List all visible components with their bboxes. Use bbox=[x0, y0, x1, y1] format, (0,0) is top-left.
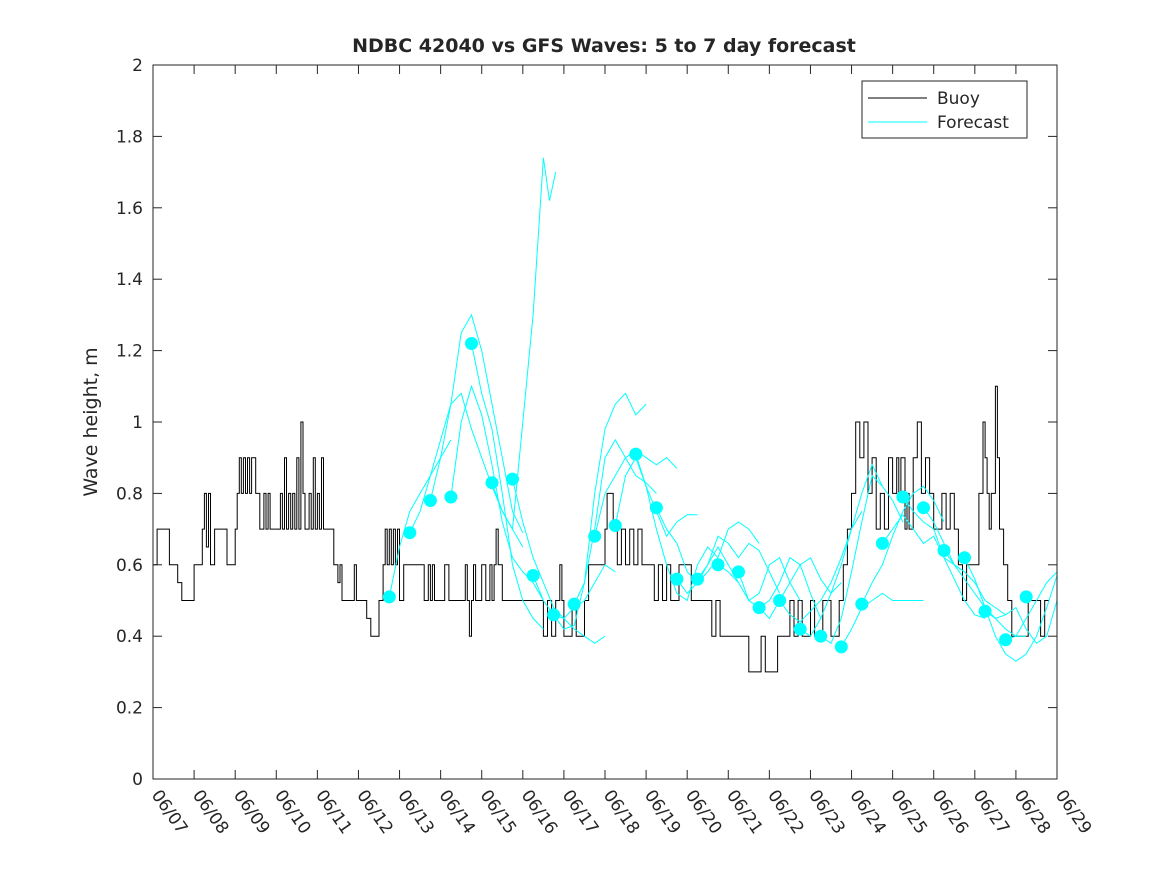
forecast-marker-26 bbox=[896, 490, 910, 504]
forecast-marker-15 bbox=[670, 572, 684, 586]
forecast-series-line-22 bbox=[820, 474, 904, 645]
forecast-marker-18 bbox=[732, 565, 745, 579]
forecast-marker-24 bbox=[855, 597, 869, 611]
forecast-marker-9 bbox=[547, 608, 561, 622]
forecast-series-line-26 bbox=[902, 496, 986, 619]
forecast-marker-23 bbox=[834, 640, 848, 654]
forecast-marker-20 bbox=[773, 594, 787, 607]
forecast-marker-10 bbox=[567, 597, 581, 611]
legend-forecast-label: Forecast bbox=[937, 113, 1009, 133]
forecast-marker-17 bbox=[711, 558, 725, 572]
plot-area: 00.20.40.60.811.21.41.61.8206/0706/0806/… bbox=[116, 56, 1095, 838]
forecast-series-line-18 bbox=[738, 556, 822, 619]
forecast-series-line-13 bbox=[635, 453, 719, 602]
forecast-marker-28 bbox=[937, 544, 951, 557]
forecast-marker-14 bbox=[649, 501, 663, 515]
y-tick-label: 0.2 bbox=[116, 699, 143, 719]
forecast-marker-22 bbox=[814, 629, 828, 643]
y-tick-label: 0.6 bbox=[116, 556, 143, 576]
forecast-marker-27 bbox=[917, 501, 930, 515]
forecast-marker-5 bbox=[465, 337, 478, 350]
forecast-marker-29 bbox=[958, 551, 971, 565]
forecast-marker-13 bbox=[629, 447, 643, 461]
y-tick-label: 1 bbox=[132, 413, 143, 433]
forecast-series-line-20 bbox=[779, 511, 863, 623]
forecast-series-line-31 bbox=[1005, 571, 1058, 641]
chart-title: NDBC 42040 vs GFS Waves: 5 to 7 day fore… bbox=[352, 35, 856, 57]
forecast-series-line-25 bbox=[881, 513, 965, 573]
y-tick-label: 0.4 bbox=[116, 627, 143, 647]
forecast-marker-25 bbox=[875, 536, 889, 550]
y-tick-label: 1.6 bbox=[116, 199, 143, 219]
y-tick-label: 1.8 bbox=[116, 127, 143, 147]
forecast-marker-19 bbox=[752, 601, 766, 615]
buoy-series-line bbox=[153, 385, 1049, 673]
forecast-series-line-27 bbox=[923, 507, 1006, 616]
forecast-series-line-17 bbox=[717, 556, 801, 602]
forecast-series-line-30 bbox=[984, 600, 1058, 644]
forecast-series-line-24 bbox=[861, 485, 945, 605]
forecast-marker-30 bbox=[978, 604, 992, 618]
legend: Buoy Forecast bbox=[861, 80, 1028, 139]
forecast-marker-3 bbox=[423, 494, 437, 507]
forecast-series-line-23 bbox=[840, 592, 924, 648]
forecast-marker-12 bbox=[608, 519, 622, 532]
forecast-marker-1 bbox=[382, 590, 396, 604]
y-tick-label: 1.4 bbox=[116, 270, 143, 290]
y-axis-label: Wave height, m bbox=[80, 347, 102, 496]
forecast-marker-8 bbox=[526, 569, 540, 582]
plot-background bbox=[153, 65, 1057, 779]
forecast-series-line-16 bbox=[697, 535, 781, 594]
forecast-series-line-3 bbox=[429, 313, 524, 533]
forecast-series-line-15 bbox=[676, 521, 760, 595]
forecast-marker-31 bbox=[999, 633, 1013, 647]
forecast-marker-16 bbox=[691, 572, 704, 586]
forecast-series-line-21 bbox=[799, 463, 883, 637]
forecast-series-line-10 bbox=[573, 438, 657, 605]
forecast-marker-2 bbox=[403, 526, 417, 540]
legend-buoy-label: Buoy bbox=[937, 89, 980, 109]
forecast-marker-11 bbox=[588, 529, 602, 543]
forecast-series-line-5 bbox=[471, 343, 544, 630]
forecast-marker-6 bbox=[485, 476, 499, 490]
series-layer bbox=[153, 157, 1058, 673]
forecast-marker-4 bbox=[444, 490, 458, 504]
forecast-marker-21 bbox=[793, 622, 807, 636]
forecast-series-line-29 bbox=[964, 557, 1058, 662]
forecast-marker-32 bbox=[1019, 590, 1033, 604]
y-tick-label: 1.2 bbox=[116, 342, 143, 362]
forecast-series-line-9 bbox=[553, 392, 647, 630]
y-tick-label: 0.8 bbox=[116, 484, 143, 504]
legend-box bbox=[861, 80, 1028, 139]
y-tick-label: 2 bbox=[132, 56, 143, 76]
y-tick-label: 0 bbox=[132, 770, 143, 790]
forecast-marker-7 bbox=[506, 472, 519, 486]
forecast-series-line-6 bbox=[491, 157, 557, 531]
